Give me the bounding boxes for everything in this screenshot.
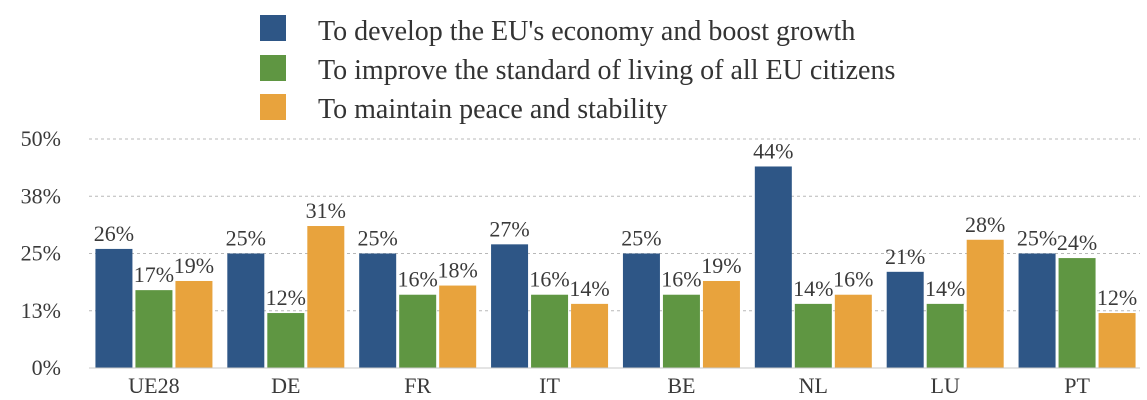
legend-label-economy: To develop the EU's economy and boost gr…: [318, 16, 855, 47]
x-tick-label: NL: [799, 373, 828, 398]
data-label: 27%: [489, 216, 529, 241]
bar: [926, 303, 964, 368]
data-label: 25%: [358, 226, 398, 251]
x-tick-label: LU: [931, 373, 960, 398]
bar: [531, 294, 569, 368]
bar: [754, 166, 792, 368]
bar: [571, 303, 609, 368]
data-label: 17%: [134, 262, 174, 287]
data-label: 25%: [1017, 226, 1057, 251]
bar: [439, 285, 477, 368]
data-label: 16%: [833, 267, 873, 292]
y-tick-label: 0%: [32, 355, 61, 380]
bars: [95, 166, 1136, 368]
data-label: 19%: [174, 253, 214, 278]
data-label: 25%: [226, 226, 266, 251]
bar: [227, 253, 265, 368]
x-tick-label: PT: [1064, 373, 1090, 398]
legend-label-living-standard: To improve the standard of living of all…: [318, 55, 895, 86]
data-label: 12%: [1097, 285, 1137, 310]
bar: [1098, 313, 1136, 368]
y-axis: 0% 13% 25% 38% 50%: [21, 126, 61, 380]
data-label: 25%: [621, 226, 661, 251]
bar: [834, 294, 872, 368]
data-label: 26%: [94, 221, 134, 246]
data-label: 16%: [661, 267, 701, 292]
bar: [491, 244, 529, 368]
legend-swatch-living-standard: [260, 55, 286, 81]
bar: [662, 294, 700, 368]
x-tick-label: IT: [539, 373, 560, 398]
bar: [1058, 258, 1096, 368]
data-label: 16%: [398, 267, 438, 292]
bar: [95, 248, 133, 368]
data-label: 28%: [965, 212, 1005, 237]
x-tick-label: BE: [667, 373, 695, 398]
bar: [399, 294, 437, 368]
x-tick-label: UE28: [128, 373, 179, 398]
bar: [359, 253, 397, 368]
data-label: 14%: [569, 276, 609, 301]
y-tick-label: 38%: [21, 183, 61, 208]
data-label: 16%: [529, 267, 569, 292]
bar: [886, 271, 924, 368]
bar: [307, 226, 345, 368]
bar: [794, 303, 832, 368]
y-tick-label: 50%: [21, 126, 61, 151]
bar: [1018, 253, 1056, 368]
y-tick-label: 25%: [21, 241, 61, 266]
data-label: 31%: [306, 198, 346, 223]
x-tick-label: FR: [404, 373, 431, 398]
data-label: 19%: [701, 253, 741, 278]
x-axis: UE28 DE FR IT BE NL LU PT: [89, 367, 1140, 398]
data-label: 24%: [1057, 230, 1097, 255]
bar: [175, 280, 213, 368]
legend-label-peace: To maintain peace and stability: [318, 94, 667, 125]
x-tick-label: DE: [271, 373, 300, 398]
data-label: 12%: [266, 285, 306, 310]
bar: [267, 313, 305, 368]
legend-swatch-peace: [260, 94, 286, 120]
legend-swatch-economy: [260, 15, 286, 41]
data-label: 14%: [925, 276, 965, 301]
bar: [702, 280, 740, 368]
data-label: 21%: [885, 244, 925, 269]
data-label: 14%: [793, 276, 833, 301]
data-labels: 26%17% 19%25%12%31%25%16% 18%27%16% 14%25%1…: [94, 138, 1137, 310]
data-label: 18%: [438, 258, 478, 283]
y-tick-label: 13%: [21, 298, 61, 323]
data-label: 44%: [753, 138, 793, 163]
bar: [135, 290, 173, 368]
legend: To develop the EU's economy and boost gr…: [260, 15, 895, 125]
bar: [622, 253, 660, 368]
bar: [966, 239, 1004, 368]
